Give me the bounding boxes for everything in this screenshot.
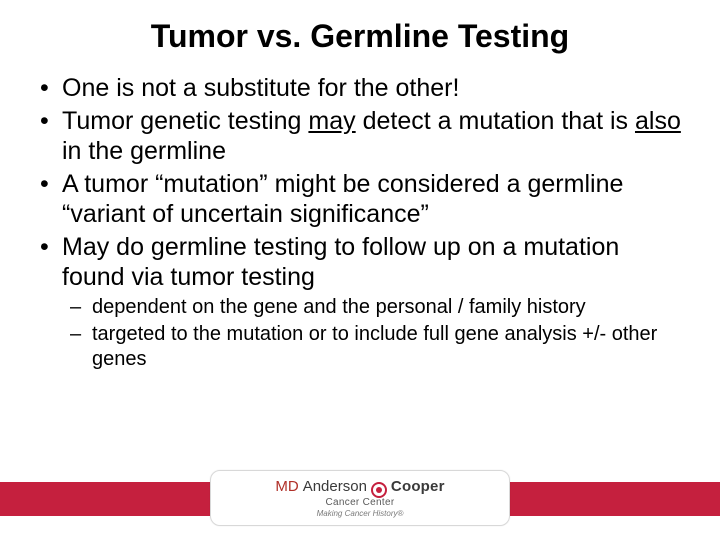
logo-cooper-text: Cooper: [391, 479, 445, 494]
sub-bullet-item: targeted to the mutation or to include f…: [36, 322, 684, 372]
bullet-item: Tumor genetic testing may detect a mutat…: [36, 106, 684, 167]
bullet-item: May do germline testing to follow up on …: [36, 232, 684, 293]
bullet-text-segment: A tumor “mutation” might be considered a…: [62, 170, 623, 229]
bullet-item: A tumor “mutation” might be considered a…: [36, 169, 684, 230]
bullet-text-segment: detect a mutation that is: [356, 107, 635, 135]
slide-title: Tumor vs. Germline Testing: [36, 18, 684, 55]
logo-ring-icon: [371, 482, 387, 498]
logo-tagline: Making Cancer History®: [317, 509, 404, 518]
bullet-text-segment: May do germline testing to follow up on …: [62, 233, 619, 292]
footer-logo-row: MD Anderson Cooper: [275, 479, 444, 496]
logo-subtitle: Cancer Center: [326, 497, 395, 508]
sub-bullet-item: dependent on the gene and the personal /…: [36, 295, 684, 320]
slide: Tumor vs. Germline Testing One is not a …: [0, 0, 720, 540]
bullet-item: One is not a substitute for the other!: [36, 73, 684, 104]
bullet-text-segment: One is not a substitute for the other!: [62, 74, 459, 102]
sub-bullet-list: dependent on the gene and the personal /…: [36, 295, 684, 372]
logo-anderson-text: Anderson: [303, 479, 367, 494]
footer-logo-pill: MD Anderson Cooper Cancer Center Making C…: [210, 470, 510, 526]
bullet-text-segment: Tumor genetic testing: [62, 107, 308, 135]
bullet-text-segment: may: [308, 107, 355, 135]
bullet-text-segment: also: [635, 107, 681, 135]
logo-md-text: MD: [275, 479, 298, 494]
bullet-list: One is not a substitute for the other! Tu…: [36, 73, 684, 293]
bullet-text-segment: in the germline: [62, 137, 226, 165]
